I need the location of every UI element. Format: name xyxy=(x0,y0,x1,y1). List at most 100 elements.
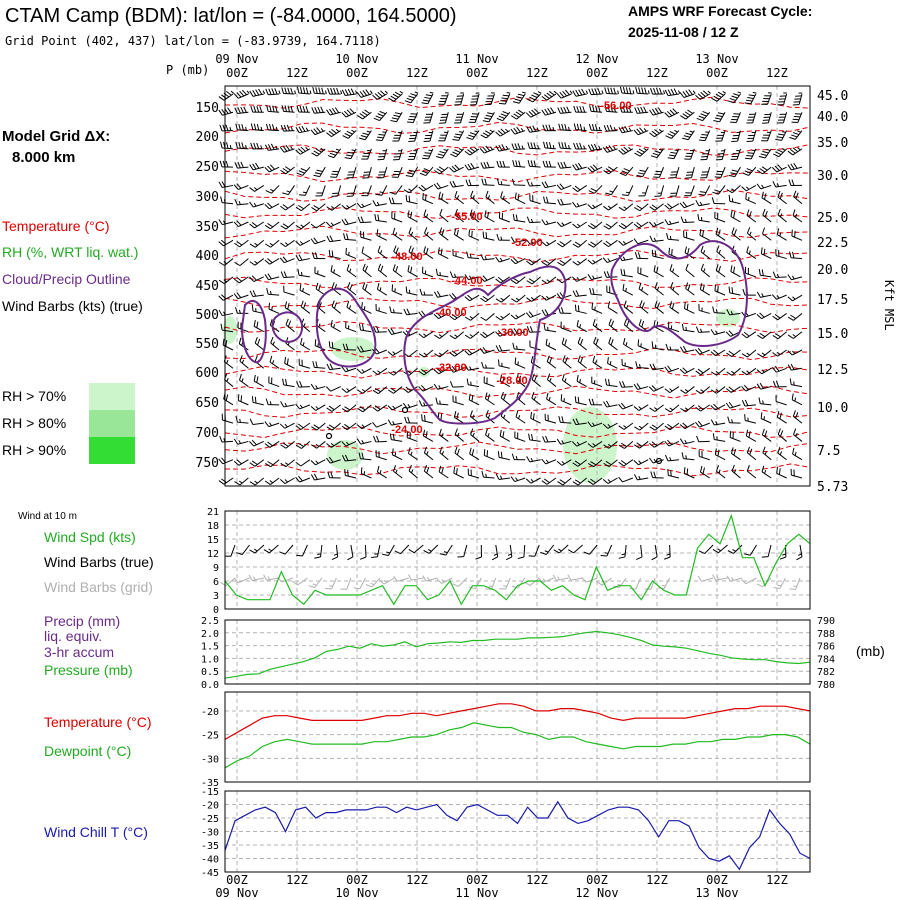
wind-barb xyxy=(741,399,756,407)
wind-barb xyxy=(249,459,265,467)
barb-flag xyxy=(372,94,378,100)
barb-staff xyxy=(644,185,649,197)
barb-flag xyxy=(558,416,561,423)
barb-flag xyxy=(269,355,273,363)
barb-flag xyxy=(588,88,592,95)
barb-flag xyxy=(434,170,440,175)
barb-flag xyxy=(761,293,764,297)
barb-flag xyxy=(638,319,642,326)
wind-barb xyxy=(434,166,449,175)
barb-staff xyxy=(704,185,711,196)
temperature-contour xyxy=(224,406,811,418)
barb-flag xyxy=(505,145,509,150)
barb-flag xyxy=(649,109,654,116)
barb-staff xyxy=(500,415,511,424)
wind-barb xyxy=(479,347,495,354)
barb-staff xyxy=(621,386,633,388)
barb-flag xyxy=(764,451,768,455)
barb-flag xyxy=(656,87,660,95)
barb-staff xyxy=(495,544,499,557)
barb-flag xyxy=(654,282,658,289)
barb-flag xyxy=(592,422,595,427)
wind-barb xyxy=(731,227,741,241)
barb-flag xyxy=(622,337,626,345)
wind-barb xyxy=(773,577,786,590)
barb-flag xyxy=(315,385,318,389)
barb-flag xyxy=(779,556,787,560)
barb-staff xyxy=(346,577,352,590)
y-tick-label: 15 xyxy=(207,535,219,546)
wind-barb xyxy=(664,88,681,97)
barb-flag xyxy=(257,338,261,346)
barb-flag xyxy=(579,106,583,113)
barb-flag xyxy=(760,247,763,254)
barb-flag xyxy=(424,96,431,99)
wind-barb xyxy=(449,271,464,278)
barb-flag xyxy=(469,209,473,216)
barb-staff xyxy=(546,361,557,369)
cloud-outline xyxy=(241,300,267,364)
barb-flag xyxy=(326,426,333,431)
wind-barb xyxy=(389,433,403,442)
barb-flag xyxy=(454,428,458,435)
barb-flag xyxy=(697,420,703,427)
barb-flag xyxy=(487,394,491,401)
barb-flag xyxy=(638,406,642,410)
barb-staff xyxy=(285,221,295,230)
barb-flag xyxy=(388,97,395,102)
wind-barb xyxy=(572,221,587,229)
barb-flag xyxy=(760,412,763,419)
barb-flag xyxy=(761,166,768,171)
barb-flag xyxy=(546,279,550,283)
barb-staff xyxy=(791,235,803,241)
barb-flag xyxy=(521,145,524,150)
barb-flag xyxy=(479,147,485,154)
barb-flag xyxy=(376,435,380,442)
barb-flag xyxy=(270,336,274,344)
barb-flag xyxy=(234,162,238,169)
barb-flag xyxy=(390,387,397,392)
barb-flag xyxy=(577,355,581,362)
wind-panel xyxy=(220,510,811,610)
barb-flag xyxy=(512,160,515,167)
barb-staff xyxy=(314,577,323,588)
barb-flag xyxy=(606,271,610,278)
barb-flag xyxy=(320,128,324,132)
barb-flag xyxy=(328,405,335,411)
barb-staff xyxy=(608,324,618,333)
barb-flag xyxy=(564,339,567,346)
barb-flag xyxy=(299,105,303,113)
barb-staff xyxy=(500,380,511,388)
barb-flag xyxy=(698,193,705,196)
barb-flag xyxy=(533,160,537,167)
barb-staff xyxy=(381,185,388,196)
barb-staff xyxy=(345,367,357,373)
wind-barb xyxy=(372,386,388,395)
barb-staff xyxy=(669,203,680,210)
time-tick-label: 12Z xyxy=(766,873,788,887)
barb-staff xyxy=(531,379,541,387)
barb-flag xyxy=(559,241,566,246)
wind-barb xyxy=(436,577,453,585)
barb-staff xyxy=(331,404,341,412)
wind-barb xyxy=(526,294,541,302)
barb-flag xyxy=(300,300,304,307)
barb-flag xyxy=(792,296,796,300)
barb-staff xyxy=(222,459,234,465)
barb-flag xyxy=(717,91,724,96)
barb-flag xyxy=(392,264,396,271)
wind-barb xyxy=(356,89,373,98)
wind-barb xyxy=(452,249,464,260)
barb-staff xyxy=(546,477,557,485)
barb-flag xyxy=(618,224,625,230)
barb-flag xyxy=(749,231,752,236)
barb-flag xyxy=(762,400,764,405)
rh-shaded-region xyxy=(331,337,375,361)
barb-flag xyxy=(495,315,502,321)
barb-flag xyxy=(581,88,586,95)
barb-flag xyxy=(395,247,399,254)
wind-barb xyxy=(510,257,526,265)
wind-barb xyxy=(479,145,495,154)
barb-flag xyxy=(392,465,397,472)
barb-flag xyxy=(487,414,491,419)
